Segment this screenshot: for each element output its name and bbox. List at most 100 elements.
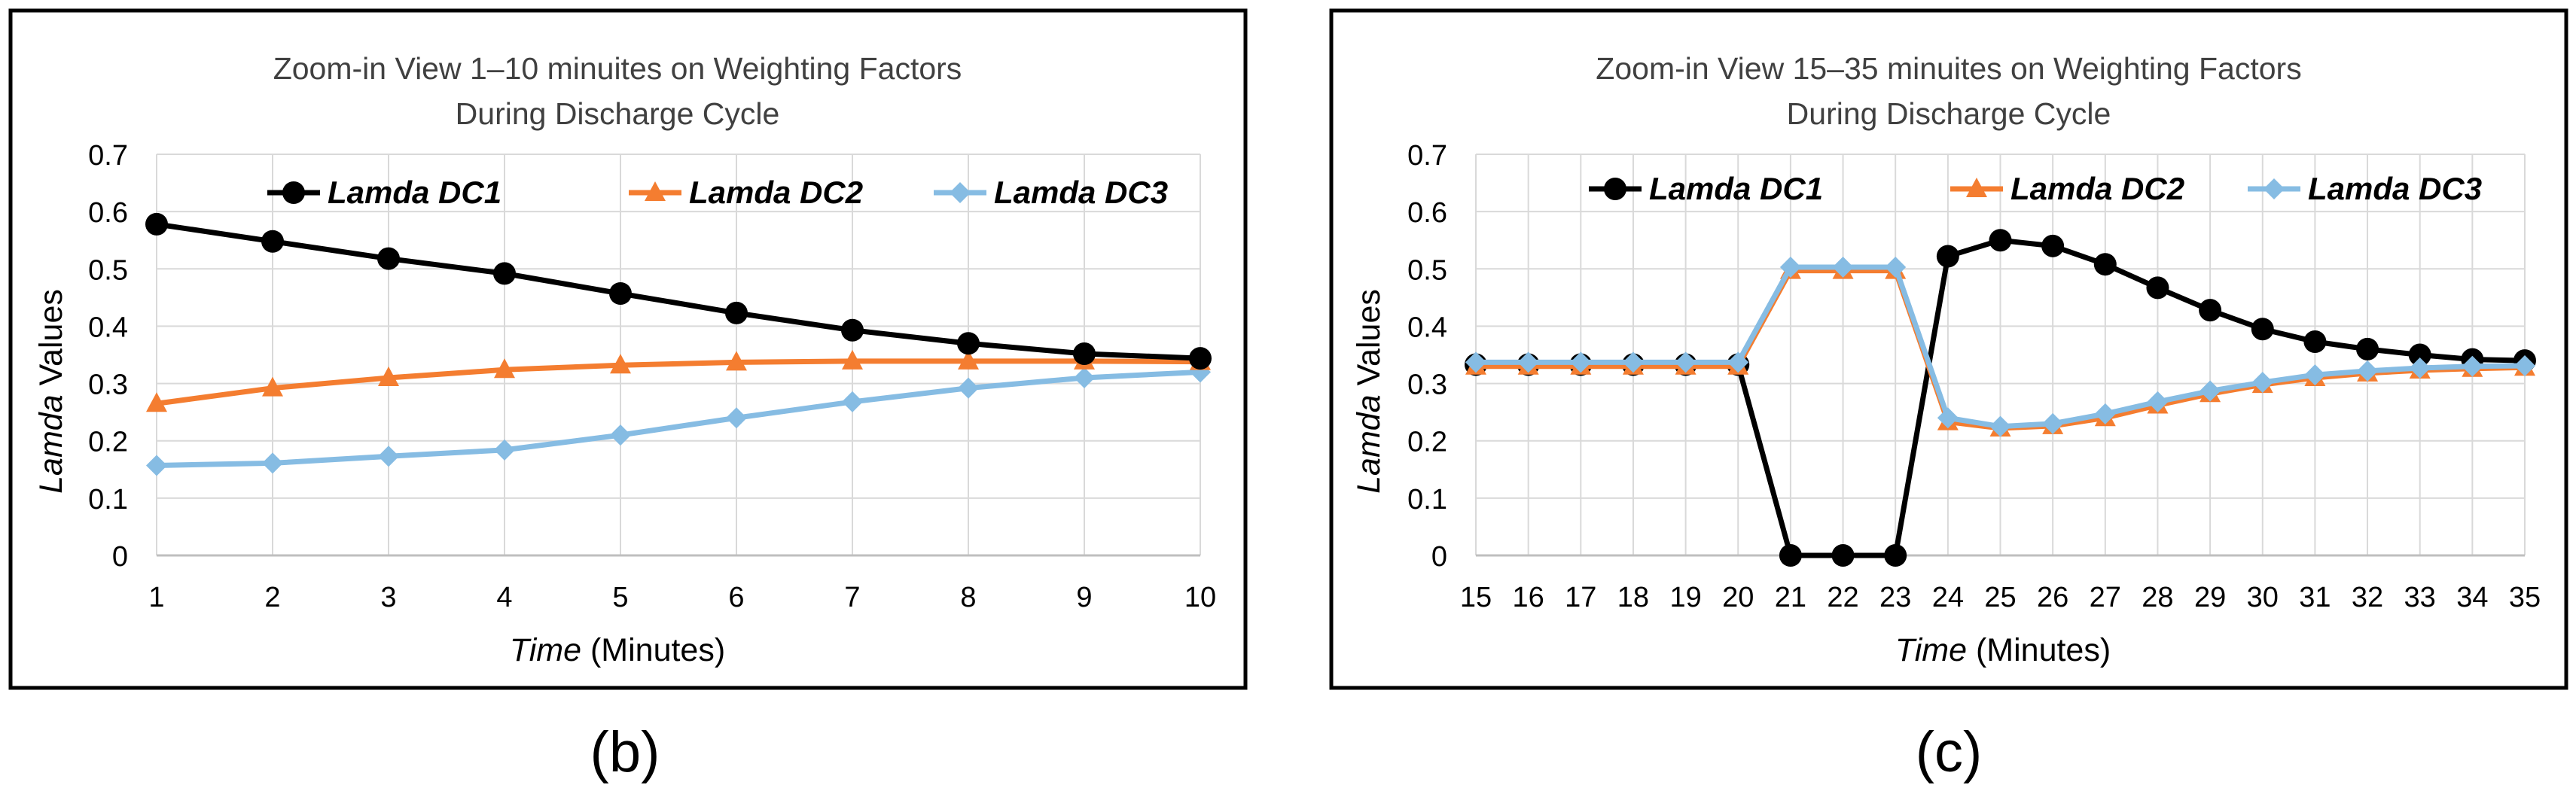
data-point [2200,380,2221,402]
x-tick-label: 5 [612,582,628,613]
data-point [1622,351,1644,373]
data-point [2409,357,2431,379]
data-point [1073,342,1096,365]
y-tick-label: 0.4 [1407,312,1447,343]
data-point [2251,318,2274,341]
x-tick-label: 18 [1617,582,1649,613]
chart-title-line2-b: During Discharge Cycle [456,96,780,131]
y-tick-label: 0.6 [1407,197,1447,229]
x-tick-label: 22 [1827,582,1858,613]
data-point [1936,245,1959,268]
y-tick-label: 0.1 [1407,484,1447,516]
x-tick-label: 34 [2456,582,2488,613]
data-point [1885,257,1907,278]
data-point [1831,544,1855,567]
series-line [156,369,1201,468]
series-line [156,221,1201,361]
data-point [494,439,515,461]
data-point [262,376,283,397]
data-point [2093,253,2117,276]
legend-marker [645,181,666,201]
y-tick-label: 0 [112,541,128,573]
x-tick-label: 21 [1775,582,1806,613]
data-point [1937,407,1959,429]
data-point [2408,343,2431,367]
data-point [145,212,168,236]
data-point [1727,351,1749,373]
x-tick-label: 7 [844,582,860,613]
legend-label: Lamda DC1 [328,175,501,210]
data-point [1189,347,1212,370]
x-tick-label: 9 [1076,582,1092,613]
x-tick-label: 25 [1984,582,2016,613]
data-point [958,377,979,399]
data-point [2251,372,2273,394]
x-tick-label: 32 [2352,582,2383,613]
x-tick-label: 33 [2404,582,2436,613]
data-point [1832,257,1854,278]
x-tick-label: 27 [2090,582,2121,613]
y-tick-label: 0.3 [88,370,128,401]
legend-marker [2264,178,2285,199]
series-line [156,358,1201,406]
y-axis-label-c: Lamda Values [1351,289,1387,494]
data-point [2199,299,2222,322]
series-lamda-dc1 [145,212,1212,370]
plot-area-b: 0 0.1 0.2 0.3 0.4 0.5 0.6 0.7 1 2 3 4 5 6 7 8 9 10 Lamda D… [88,140,1216,613]
x-axis-label-c: Time (Minutes) [1895,632,2111,668]
data-point [2357,360,2379,382]
data-point [1074,367,1095,388]
legend-marker [950,182,971,203]
data-point [1675,351,1697,373]
panel-label-b: (b) [590,720,660,784]
data-point [2514,354,2535,376]
data-point [2303,330,2327,353]
x-tick-label: 28 [2142,582,2173,613]
data-point [1570,351,1592,373]
data-point [1517,351,1539,373]
legend-marker [282,181,305,204]
x-tick-label: 10 [1184,582,1216,613]
data-point [261,230,284,253]
data-point [1989,229,2012,252]
data-point [610,354,631,374]
chart-title-line1-b: Zoom-in View 1–10 minuites on Weighting … [273,51,962,86]
x-tick-label: 31 [2299,582,2331,613]
y-tick-label: 0.2 [88,427,128,458]
y-tick-label: 0.6 [88,197,128,229]
data-point [493,262,516,285]
x-axis-label-b: Time (Minutes) [510,632,725,668]
chart-title-line1-c: Zoom-in View 15–35 minuites on Weighting… [1596,51,2301,86]
x-tick-label: 29 [2194,582,2226,613]
x-tick-label: 24 [1932,582,1964,613]
x-tick-label: 26 [2037,582,2068,613]
panel-label-c: (c) [1916,720,1983,784]
x-tick-label: 6 [728,582,744,613]
series-lamda-dc3 [1465,257,2535,437]
data-point [842,349,863,370]
data-point [610,424,631,446]
legend-label: Lamda DC2 [689,175,863,210]
y-tick-label: 0.7 [88,140,128,172]
chart-panel-c: Zoom-in View 15–35 minuites on Weighting… [1329,8,2568,784]
data-point [378,366,399,386]
data-point [377,247,400,270]
data-point [2304,364,2326,386]
y-tick-label: 0.7 [1407,140,1447,172]
legend-marker [1604,178,1626,200]
x-tick-label: 1 [148,582,164,613]
x-tick-label: 23 [1879,582,1911,613]
data-point [494,358,515,379]
y-tick-label: 0.1 [88,484,128,516]
plot-area-c: 0 0.1 0.2 0.3 0.4 0.5 0.6 0.7 15 16 17 18 19 20 21 22 23… [1407,140,2541,613]
x-tick-label: 35 [2509,582,2541,613]
y-tick-label: 0.4 [88,312,128,343]
y-tick-label: 0.3 [1407,370,1447,401]
y-tick-label: 0.2 [1407,427,1447,458]
data-point [958,349,979,370]
legend-label: Lamda DC1 [1649,171,1823,206]
x-tick-label: 4 [496,582,512,613]
legend-label: Lamda DC3 [2308,171,2482,206]
data-point [262,452,283,474]
data-point [1884,544,1907,567]
